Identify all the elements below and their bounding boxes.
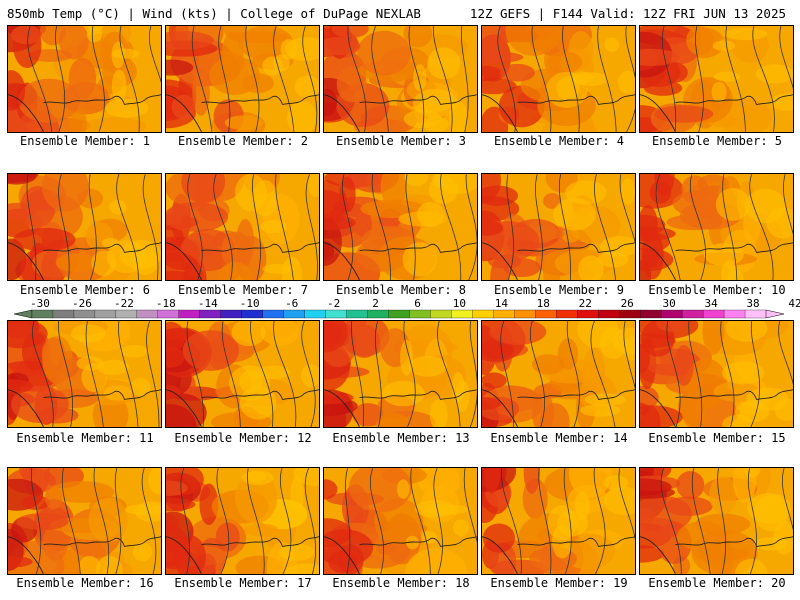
colorbar-swatch: [660, 309, 683, 319]
ensemble-member-label: Ensemble Member: 10: [648, 283, 786, 297]
ensemble-member-label: Ensemble Member: 14: [490, 431, 628, 445]
ensemble-member-map: [323, 320, 478, 428]
colorbar-swatch: [94, 309, 117, 319]
colorbar-swatch: [367, 309, 389, 319]
colorbar-swatch: [136, 309, 159, 319]
colorbar-tick-label: -22: [114, 298, 134, 310]
ensemble-member-label: Ensemble Member: 1: [19, 134, 151, 148]
colorbar-swatch: [178, 309, 201, 319]
ensemble-member-map: [481, 173, 636, 281]
ensemble-member-label: Ensemble Member: 12: [174, 431, 312, 445]
ensemble-member-map: [165, 467, 320, 575]
ensemble-member-label: Ensemble Member: 20: [648, 576, 786, 590]
colorbar-tick-label: -14: [198, 298, 218, 310]
colorbar-tick-label: 2: [372, 298, 379, 310]
map-title: 850mb Temp (°C) | Wind (kts) | College o…: [7, 6, 421, 21]
ensemble-member-map: [323, 173, 478, 281]
colorbar-swatch: [598, 309, 620, 319]
colorbar-swatch: [304, 309, 327, 319]
ensemble-member-map: [481, 467, 636, 575]
ensemble-member-label: Ensemble Member: 11: [16, 431, 154, 445]
ensemble-member-label: Ensemble Member: 8: [335, 283, 467, 297]
ensemble-member-map: [7, 320, 162, 428]
colorbar-swatch: [702, 309, 725, 319]
ensemble-member-map: [7, 173, 162, 281]
ensemble-member-map: [639, 320, 794, 428]
ensemble-member-label: Ensemble Member: 13: [332, 431, 470, 445]
colorbar-high-arrow: [765, 309, 785, 319]
colorbar-swatch: [640, 309, 662, 319]
ensemble-member-label: Ensemble Member: 9: [493, 283, 625, 297]
colorbar-swatch: [535, 309, 557, 319]
colorbar-swatch: [681, 309, 704, 319]
ensemble-member-map: [7, 25, 162, 133]
ensemble-member-label: Ensemble Member: 5: [651, 134, 783, 148]
colorbar-swatch: [157, 309, 180, 319]
ensemble-member-label: Ensemble Member: 4: [493, 134, 625, 148]
colorbar-tick-label: -6: [285, 298, 298, 310]
colorbar-tick-label: -2: [327, 298, 340, 310]
ensemble-member-map: [639, 173, 794, 281]
colorbar-tick-label: 38: [746, 298, 759, 310]
colorbar-swatch: [115, 309, 138, 319]
ensemble-member-map: [481, 320, 636, 428]
temperature-colorbar: -30 -26 -22 -18 -14 -10 -6 -2 2 6 10 14 18 22 26 30 34 38…: [0, 298, 800, 320]
colorbar-tick-label: 22: [579, 298, 592, 310]
colorbar-swatch: [556, 309, 578, 319]
colorbar-tick-label: 30: [662, 298, 675, 310]
colorbar-swatch: [472, 309, 494, 319]
ensemble-member-label: Ensemble Member: 3: [335, 134, 467, 148]
ensemble-member-map: [639, 25, 794, 133]
colorbar-tick-label: 26: [621, 298, 634, 310]
colorbar-swatch: [283, 309, 306, 319]
colorbar-swatch: [409, 309, 431, 319]
colorbar-tick-label: 42: [788, 298, 800, 310]
ensemble-member-label: Ensemble Member: 6: [19, 283, 151, 297]
colorbar-swatch: [744, 309, 767, 319]
run-valid-time: 12Z GEFS | F144 Valid: 12Z FRI JUN 13 20…: [469, 6, 786, 21]
ensemble-member-label: Ensemble Member: 16: [16, 576, 154, 590]
colorbar-swatch: [325, 309, 348, 319]
colorbar-swatch: [514, 309, 536, 319]
ensemble-member-map: [323, 467, 478, 575]
colorbar-swatch: [451, 309, 473, 319]
ensemble-member-map: [165, 173, 320, 281]
colorbar-swatch: [388, 309, 410, 319]
colorbar-swatch: [241, 309, 264, 319]
ensemble-member-map: [7, 467, 162, 575]
colorbar-swatch: [346, 309, 368, 319]
colorbar-swatch: [577, 309, 599, 319]
colorbar-swatch: [199, 309, 222, 319]
colorbar-swatch: [220, 309, 243, 319]
colorbar-swatch: [262, 309, 285, 319]
ensemble-member-map: [165, 320, 320, 428]
colorbar-swatch: [619, 309, 641, 319]
ensemble-member-label: Ensemble Member: 17: [174, 576, 312, 590]
ensemble-member-map: [323, 25, 478, 133]
colorbar-tick-label: -30: [30, 298, 50, 310]
colorbar-low-arrow: [13, 309, 33, 319]
ensemble-member-label: Ensemble Member: 18: [332, 576, 470, 590]
ensemble-member-map: [639, 467, 794, 575]
colorbar-tick-label: -18: [156, 298, 176, 310]
colorbar-tick-label: 6: [414, 298, 421, 310]
ensemble-member-label: Ensemble Member: 7: [177, 283, 309, 297]
colorbar-swatch: [493, 309, 515, 319]
colorbar-tick-label: 10: [453, 298, 466, 310]
colorbar-swatch: [430, 309, 452, 319]
colorbar-tick-label: 14: [495, 298, 509, 310]
colorbar-swatch: [52, 309, 75, 319]
ensemble-member-label: Ensemble Member: 19: [490, 576, 628, 590]
colorbar-tick-label: -26: [72, 298, 92, 310]
ensemble-member-label: Ensemble Member: 2: [177, 134, 309, 148]
colorbar-tick-label: 34: [704, 298, 718, 310]
ensemble-member-map: [481, 25, 636, 133]
colorbar-swatch: [31, 309, 54, 319]
colorbar-swatch: [73, 309, 96, 319]
colorbar-tick-label: 18: [537, 298, 550, 310]
ensemble-member-label: Ensemble Member: 15: [648, 431, 786, 445]
colorbar-tick-label: -10: [240, 298, 260, 310]
colorbar-swatch: [723, 309, 746, 319]
ensemble-member-map: [165, 25, 320, 133]
